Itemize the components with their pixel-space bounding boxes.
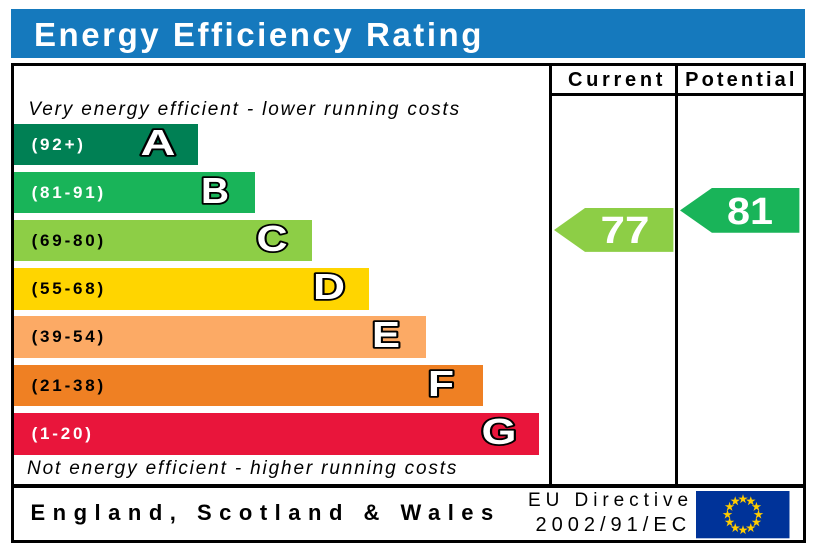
svg-text:C: C	[257, 220, 288, 259]
svg-text:D: D	[313, 268, 345, 307]
svg-text:F: F	[428, 365, 454, 404]
svg-text:B: B	[201, 172, 229, 211]
svg-text:E: E	[372, 316, 400, 355]
svg-text:A: A	[141, 124, 176, 163]
svg-text:G: G	[482, 413, 517, 452]
svg-text:81: 81	[727, 190, 773, 232]
svg-text:77: 77	[600, 210, 649, 252]
